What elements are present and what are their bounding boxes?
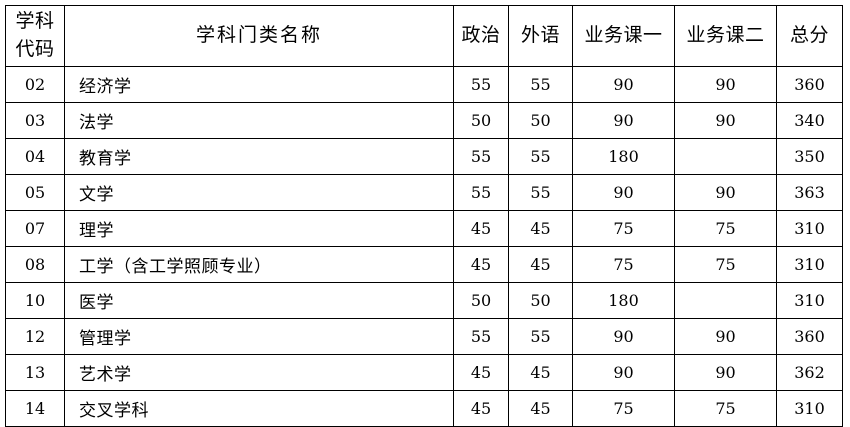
cell-subject-code: 10	[5, 282, 65, 319]
table-body: 02 经济学 55 55 90 90 360 03 法学 50 50 90 90 340 04 教育学 55 55…	[5, 66, 843, 427]
cell-foreign-language: 45	[508, 354, 573, 391]
table-row: 08 工学（含工学照顾专业） 45 45 75 75 310	[5, 246, 843, 283]
table-row: 05 文学 55 55 90 90 363	[5, 174, 843, 211]
cell-subject-name: 教育学	[64, 138, 454, 175]
column-header-foreign-language: 外语	[508, 5, 573, 67]
table-row: 10 医学 50 50 180 310	[5, 282, 843, 319]
cell-subject-code: 04	[5, 138, 65, 175]
score-table-container: 学科 代码 学科门类名称 政治 外语 业务课一 业务课二 总分 02 经济学 55 5…	[5, 5, 843, 427]
cell-major-course-two: 75	[674, 210, 777, 247]
cell-major-course-two: 90	[674, 66, 777, 103]
cell-total-score: 360	[776, 66, 843, 103]
cell-subject-code: 12	[5, 318, 65, 355]
cell-foreign-language: 45	[508, 390, 573, 427]
cell-subject-name: 法学	[64, 102, 454, 139]
cell-subject-code: 13	[5, 354, 65, 391]
cell-subject-name: 文学	[64, 174, 454, 211]
cell-major-course-one: 180	[572, 282, 675, 319]
table-row: 07 理学 45 45 75 75 310	[5, 210, 843, 247]
cell-foreign-language: 55	[508, 66, 573, 103]
cell-total-score: 350	[776, 138, 843, 175]
cell-total-score: 310	[776, 246, 843, 283]
cell-subject-name: 经济学	[64, 66, 454, 103]
cell-foreign-language: 45	[508, 210, 573, 247]
cell-major-course-one: 75	[572, 210, 675, 247]
column-header-total-score: 总分	[776, 5, 843, 67]
cell-politics: 45	[453, 390, 509, 427]
cell-total-score: 310	[776, 390, 843, 427]
cell-politics: 45	[453, 246, 509, 283]
cell-subject-code: 08	[5, 246, 65, 283]
cell-foreign-language: 50	[508, 282, 573, 319]
cell-major-course-one: 75	[572, 246, 675, 283]
cell-subject-code: 05	[5, 174, 65, 211]
cell-major-course-two: 90	[674, 174, 777, 211]
cell-subject-code: 03	[5, 102, 65, 139]
cell-major-course-one: 90	[572, 318, 675, 355]
header-row: 学科 代码 学科门类名称 政治 外语 业务课一 业务课二 总分	[5, 5, 843, 67]
cell-subject-code: 02	[5, 66, 65, 103]
table-row: 02 经济学 55 55 90 90 360	[5, 66, 843, 103]
admission-score-table: 学科 代码 学科门类名称 政治 外语 业务课一 业务课二 总分 02 经济学 55 5…	[5, 5, 843, 427]
cell-total-score: 340	[776, 102, 843, 139]
column-header-subject-code: 学科 代码	[5, 5, 65, 67]
column-header-politics: 政治	[453, 5, 509, 67]
cell-foreign-language: 55	[508, 318, 573, 355]
cell-major-course-two: 75	[674, 390, 777, 427]
cell-politics: 50	[453, 102, 509, 139]
table-row: 03 法学 50 50 90 90 340	[5, 102, 843, 139]
cell-politics: 55	[453, 318, 509, 355]
cell-subject-name: 艺术学	[64, 354, 454, 391]
table-row: 14 交叉学科 45 45 75 75 310	[5, 390, 843, 427]
column-header-major-course-one: 业务课一	[572, 5, 675, 67]
cell-politics: 55	[453, 138, 509, 175]
cell-foreign-language: 55	[508, 174, 573, 211]
cell-subject-code: 07	[5, 210, 65, 247]
cell-major-course-two: 90	[674, 354, 777, 391]
cell-major-course-one: 90	[572, 354, 675, 391]
cell-politics: 55	[453, 174, 509, 211]
cell-total-score: 363	[776, 174, 843, 211]
cell-major-course-one: 90	[572, 66, 675, 103]
column-header-subject-code-line1: 学科	[15, 10, 55, 33]
column-header-major-course-two: 业务课二	[674, 5, 777, 67]
cell-major-course-one: 180	[572, 138, 675, 175]
cell-foreign-language: 55	[508, 138, 573, 175]
cell-major-course-two	[674, 282, 777, 319]
cell-major-course-one: 90	[572, 102, 675, 139]
cell-major-course-one: 90	[572, 174, 675, 211]
cell-subject-name: 医学	[64, 282, 454, 319]
cell-total-score: 310	[776, 210, 843, 247]
table-row: 04 教育学 55 55 180 350	[5, 138, 843, 175]
cell-major-course-two	[674, 138, 777, 175]
cell-major-course-two: 75	[674, 246, 777, 283]
table-header: 学科 代码 学科门类名称 政治 外语 业务课一 业务课二 总分	[5, 5, 843, 67]
table-row: 13 艺术学 45 45 90 90 362	[5, 354, 843, 391]
cell-subject-name: 理学	[64, 210, 454, 247]
cell-total-score: 310	[776, 282, 843, 319]
cell-total-score: 362	[776, 354, 843, 391]
cell-politics: 50	[453, 282, 509, 319]
cell-subject-code: 14	[5, 390, 65, 427]
cell-subject-name: 工学（含工学照顾专业）	[64, 246, 454, 283]
cell-major-course-one: 75	[572, 390, 675, 427]
cell-major-course-two: 90	[674, 318, 777, 355]
cell-subject-name: 交叉学科	[64, 390, 454, 427]
cell-major-course-two: 90	[674, 102, 777, 139]
cell-foreign-language: 45	[508, 246, 573, 283]
column-header-subject-name: 学科门类名称	[64, 5, 454, 67]
column-header-subject-code-line2: 代码	[15, 38, 55, 60]
cell-politics: 45	[453, 354, 509, 391]
table-row: 12 管理学 55 55 90 90 360	[5, 318, 843, 355]
cell-politics: 45	[453, 210, 509, 247]
cell-politics: 55	[453, 66, 509, 103]
cell-total-score: 360	[776, 318, 843, 355]
cell-subject-name: 管理学	[64, 318, 454, 355]
cell-foreign-language: 50	[508, 102, 573, 139]
